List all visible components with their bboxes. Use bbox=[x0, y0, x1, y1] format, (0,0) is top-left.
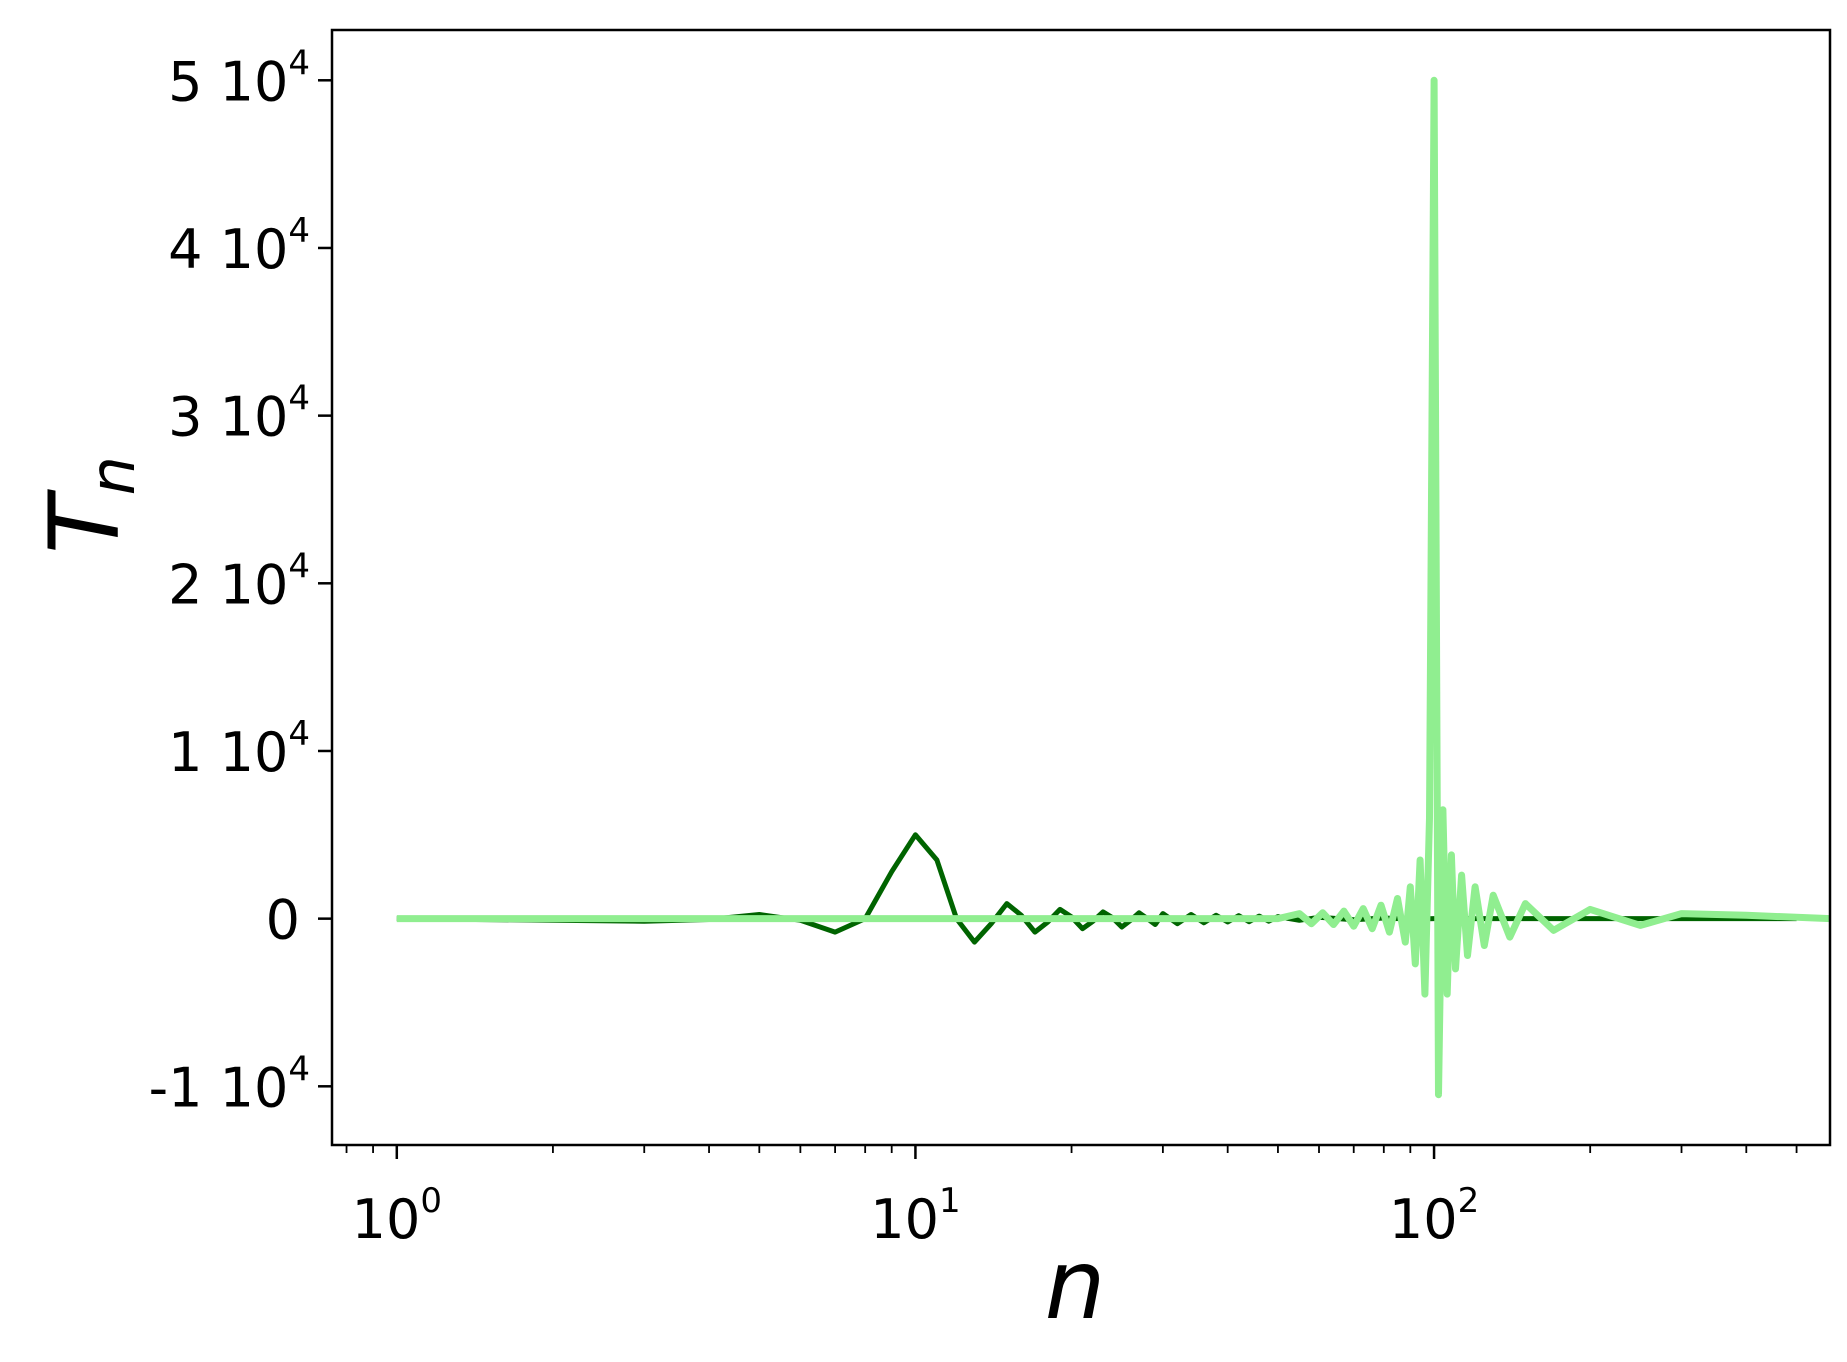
y-tick-label-5: 0 bbox=[266, 889, 300, 952]
y-tick-label-0: 5 104 bbox=[168, 43, 310, 113]
y-tick-label-3: 2 104 bbox=[168, 546, 310, 616]
x-tick-label-base-1: 10 bbox=[870, 1188, 939, 1251]
y-tick-label-4: 1 104 bbox=[168, 714, 310, 784]
y-tick-label-2: 3 104 bbox=[168, 379, 310, 449]
y-axis-label: Tn bbox=[29, 456, 149, 554]
series-line-2 bbox=[396, 76, 1831, 1099]
y-tick-label-mant-1: 4 10 bbox=[168, 218, 288, 281]
y-tick-label-mant-6: -1 10 bbox=[149, 1056, 289, 1119]
y-tick-label-base-5: 0 bbox=[266, 889, 300, 952]
y-tick-label-exp-0: 4 bbox=[288, 43, 310, 83]
y-tick-label-exp-6: 4 bbox=[288, 1049, 310, 1089]
x-tick-label-exp-1: 1 bbox=[939, 1181, 961, 1221]
x-tick-label-exp-2: 2 bbox=[1458, 1181, 1480, 1221]
x-axis-tick-labels: 100 101 102 bbox=[352, 1181, 1480, 1251]
x-tick-label-1: 101 bbox=[870, 1181, 960, 1251]
y-tick-label-mant-2: 3 10 bbox=[168, 386, 288, 449]
plot-area-frame bbox=[330, 28, 1832, 1147]
y-tick-label-mant-0: 5 10 bbox=[168, 50, 288, 113]
x-tick-label-base-2: 10 bbox=[1389, 1188, 1458, 1251]
x-tick-label-exp-0: 0 bbox=[420, 1181, 442, 1221]
y-tick-label-1: 4 104 bbox=[168, 211, 310, 281]
y-tick-label-exp-3: 4 bbox=[288, 546, 310, 586]
x-axis-ticks bbox=[345, 1145, 1798, 1159]
y-tick-label-exp-1: 4 bbox=[288, 211, 310, 251]
y-tick-label-exp-2: 4 bbox=[288, 379, 310, 419]
x-tick-label-base-0: 10 bbox=[352, 1188, 421, 1251]
y-axis-label-base: T bbox=[29, 489, 141, 554]
x-tick-label-0: 100 bbox=[352, 1181, 442, 1251]
y-tick-label-mant-3: 2 10 bbox=[168, 553, 288, 616]
series-line-1 bbox=[396, 832, 1797, 945]
y-tick-label-6: -1 104 bbox=[149, 1049, 310, 1119]
series-layer bbox=[396, 76, 1831, 1099]
x-tick-label-2: 102 bbox=[1389, 1181, 1479, 1251]
y-axis-label-sub: n bbox=[76, 456, 149, 495]
y-tick-label-mant-4: 1 10 bbox=[168, 721, 288, 784]
y-axis-ticks bbox=[318, 79, 332, 1088]
y-tick-label-exp-4: 4 bbox=[288, 714, 310, 754]
x-axis-label: n bbox=[1045, 1229, 1106, 1341]
